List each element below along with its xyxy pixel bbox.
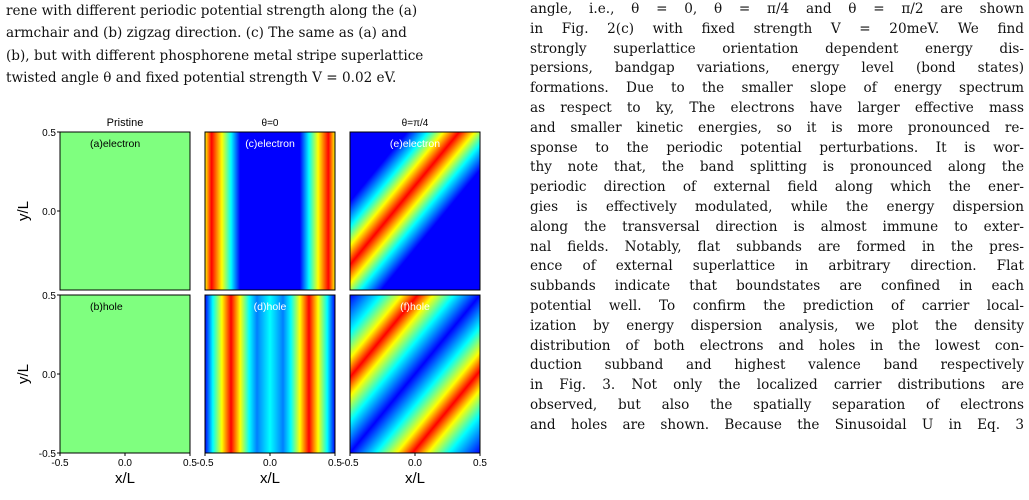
y-tick-label: 0.0 [42,207,56,218]
y-tick-label: 0.0 [42,370,56,381]
panel-label: (b)hole [90,301,123,313]
panel-label: (e)electron [390,138,440,150]
body-line: along the transversal direction is almos… [530,218,1024,235]
heatmap-panel: (c)electron [204,131,336,291]
density-map [60,132,190,290]
x-axis-label: x/L [260,470,280,487]
panel-frame [349,131,481,291]
density-map [350,132,480,290]
body-line: periodic direction of external field alo… [530,179,1024,196]
body-line: duction subband and highest valence band… [530,357,1024,374]
column-title: θ=0 [262,118,279,129]
heatmap-panel: (f)hole [349,294,481,454]
panel-frame [204,131,336,291]
body-line: and holes are shown. Because the Sinusoi… [530,416,1024,433]
body-line: sponse to the periodic potential perturb… [530,139,1024,156]
x-tick-label: 0.5 [183,458,197,469]
body-paragraph: angle, i.e., θ = 0, θ = π/4 and θ = π/2 … [530,0,1024,436]
panel-label: (f)hole [400,301,430,313]
body-line: and smaller kinetic energies, so it is m… [530,119,1024,136]
body-line: in Fig. 3. Not only the localized carrie… [530,377,1024,394]
x-tick-label: -0.5 [51,458,69,469]
density-figure: Pristine θ=0 θ=π/4 (a)electron (c)electron (e… [0,110,520,500]
body-line: observed, but also the spatially separat… [530,396,1024,413]
y-tick-label: -0.5 [39,449,57,460]
x-tick-label: -0.5 [196,458,214,469]
caption-line: rene with different periodic potential s… [6,3,418,19]
body-line: ence of external superlattice in arbitra… [530,258,1024,275]
y-axis-label: y/L [15,201,32,221]
y-tick-label: 0.5 [42,128,56,139]
density-map [60,295,190,453]
x-axis-label: x/L [115,470,135,487]
panel-label: (d)hole [254,301,287,313]
x-tick-label: 0.0 [118,458,132,469]
body-line: thy note that, the band splitting is pro… [530,159,1024,176]
caption-line: twisted angle θ and fixed potential stre… [6,70,397,87]
y-axis-label: y/L [15,364,32,384]
body-line: subbands indicate that boundstates are c… [530,278,1024,295]
body-line: formations. Due to the smaller slope of … [530,80,1024,97]
column-title: Pristine [107,117,144,129]
density-heatmap-grid: Pristine θ=0 θ=π/4 (a)electron (c)electron (e… [15,117,487,487]
figure-caption: rene with different periodic potential s… [6,0,511,90]
heatmap-panel: (e)electron [349,131,481,291]
body-line: nal fields. Notably, flat subbands are f… [530,238,1024,255]
body-line: gies is effectively modulated, while the… [530,198,1024,215]
caption-line: (b), but with different phosphorene meta… [6,47,424,64]
body-line: persions, bandgap variations, energy lev… [530,60,1024,77]
body-line: potential well. To confirm the predictio… [530,297,1024,314]
x-tick-label: 0.0 [263,458,277,469]
x-tick-label: 0.5 [473,458,487,469]
x-tick-label: 0.5 [328,458,342,469]
x-axis-label: x/L [405,470,425,487]
panel-label: (c)electron [245,138,295,150]
column-title: θ=π/4 [402,118,429,129]
body-line: strongly superlattice orientation depend… [530,40,1024,57]
body-line: angle, i.e., θ = 0, θ = π/4 and θ = π/2 … [530,1,1024,17]
panel-label: (a)electron [90,138,140,150]
body-line: in Fig. 2(c) with fixed strength V = 20m… [530,20,1024,37]
body-line: distribution of both electrons and holes… [530,337,1024,354]
heatmap-panel: (d)hole [204,294,336,454]
heatmap-panel: (b)hole [59,294,191,454]
density-map [350,295,480,453]
density-map [205,295,335,453]
heatmap-panel: (a)electron [59,131,191,291]
body-line: ization by energy dispersion analysis, w… [530,317,1024,334]
density-map [205,132,335,290]
x-tick-label: 0.0 [408,458,422,469]
caption-line: armchair and (b) zigzag direction. (c) T… [6,25,407,42]
x-tick-label: -0.5 [341,458,359,469]
y-tick-label: 0.5 [42,291,56,302]
body-line: as respect to ky, The electrons have lar… [530,99,1024,116]
